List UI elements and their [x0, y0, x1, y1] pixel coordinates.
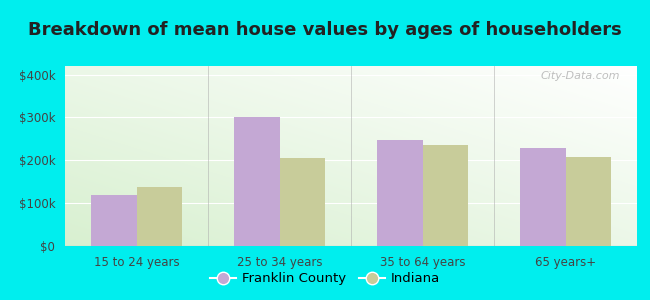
- Bar: [234, 117, 280, 246]
- Bar: [520, 148, 566, 246]
- Bar: [377, 140, 423, 246]
- Bar: [91, 195, 136, 246]
- Text: City-Data.com: City-Data.com: [540, 71, 620, 81]
- Text: Breakdown of mean house values by ages of householders: Breakdown of mean house values by ages o…: [28, 21, 622, 39]
- Bar: [280, 158, 325, 246]
- Legend: Franklin County, Indiana: Franklin County, Indiana: [205, 267, 445, 290]
- Bar: [422, 145, 468, 246]
- Bar: [566, 157, 611, 246]
- Bar: [136, 187, 182, 246]
